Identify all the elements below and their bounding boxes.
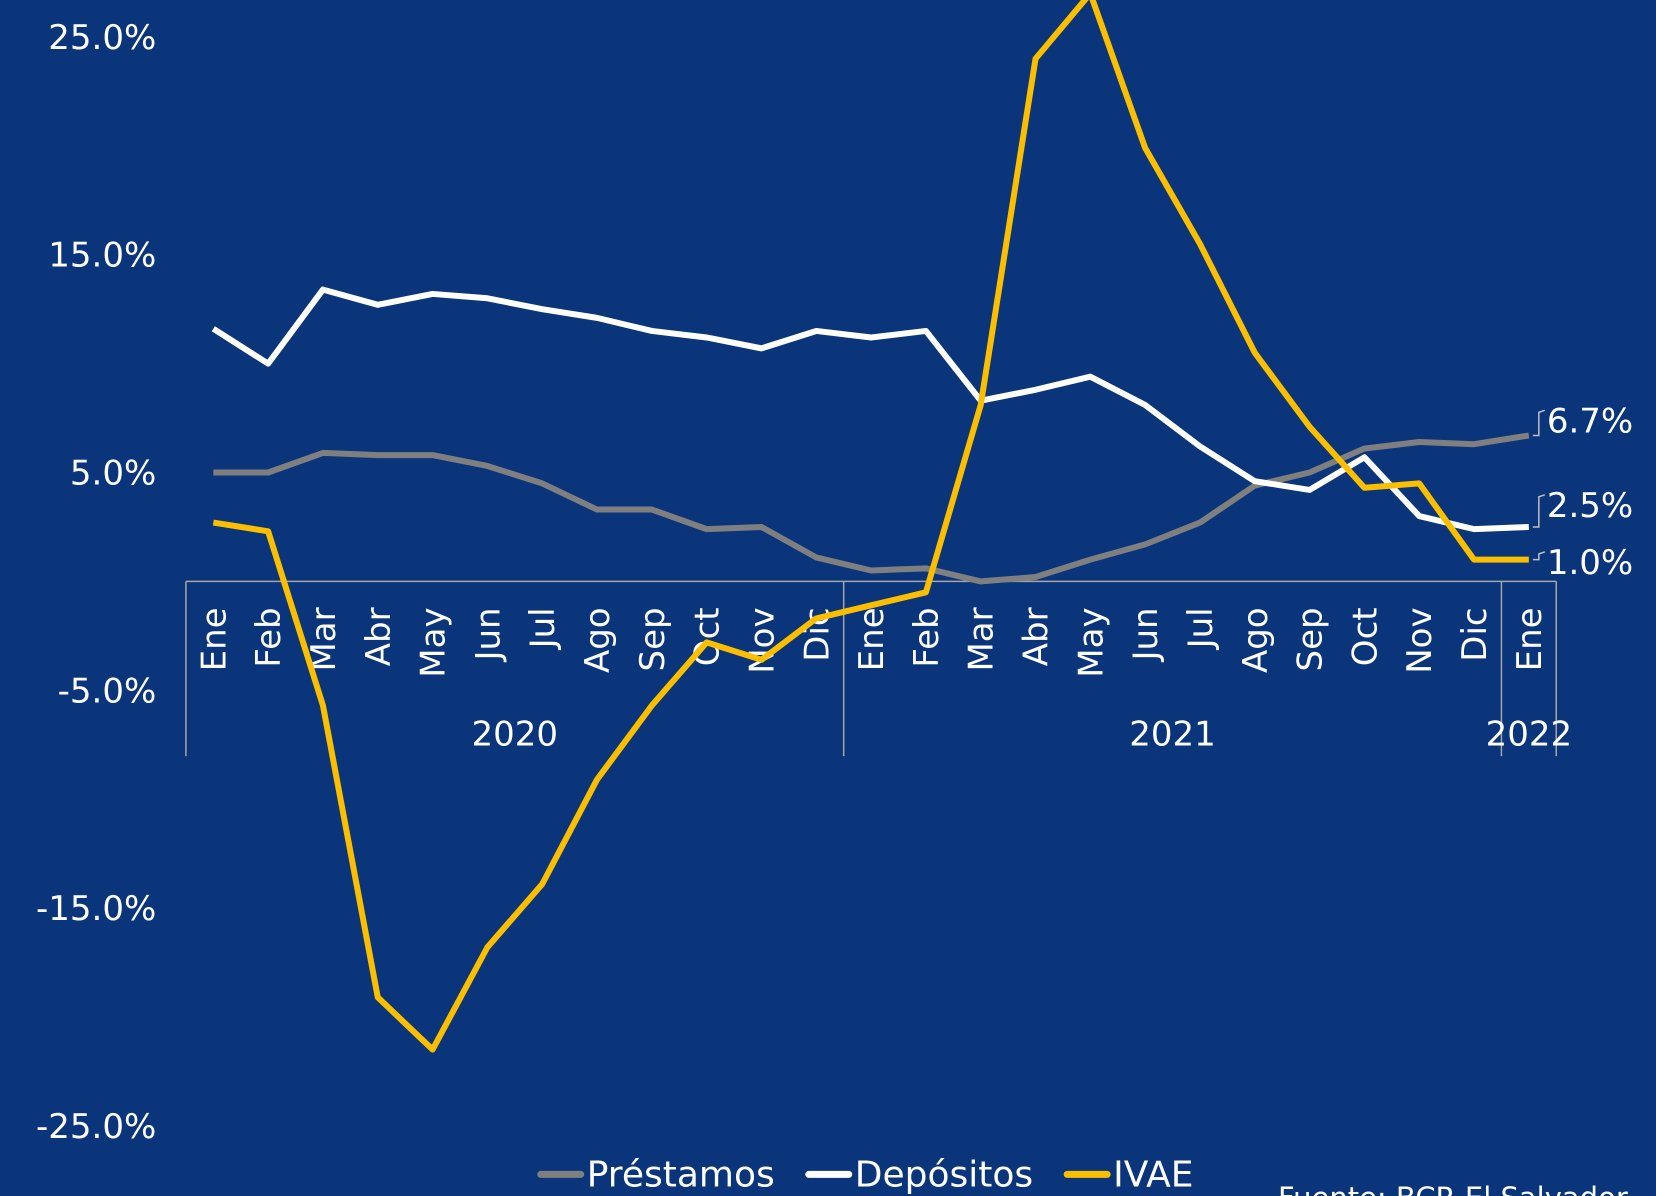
label-leader <box>1532 551 1546 561</box>
x-tick-label: Mar <box>962 607 1002 671</box>
x-tick-label: Feb <box>249 607 289 667</box>
x-tick-label: Feb <box>907 607 947 667</box>
x-tick-label: Sep <box>1291 607 1331 671</box>
x-tick-label: May <box>1071 607 1111 677</box>
end-label: 6.7% <box>1547 401 1633 441</box>
y-tick-label: 5.0% <box>70 454 156 494</box>
x-tick-label: Ene <box>1510 607 1550 671</box>
y-tick-label: 15.0% <box>48 236 156 276</box>
x-tick-label: Dic <box>1455 607 1495 661</box>
legend-label: Préstamos <box>587 1154 775 1195</box>
x-tick-label: Ago <box>578 607 618 673</box>
y-tick-label: 25.0% <box>48 18 156 58</box>
x-tick-label: Jun <box>468 607 508 662</box>
label-leader <box>1532 409 1546 437</box>
x-tick-label: Oct <box>1345 607 1385 666</box>
x-tick-label: Ago <box>1236 607 1276 673</box>
x-tick-label: Jun <box>1126 607 1166 662</box>
series-line <box>212 0 1529 1053</box>
x-tick-label: Nov <box>742 607 782 673</box>
legend-label: Depósitos <box>855 1154 1033 1195</box>
x-tick-label: Ene <box>194 607 234 671</box>
end-label: 1.0% <box>1547 543 1633 583</box>
x-tick-label: Sep <box>633 607 673 671</box>
x-tick-label: Ene <box>852 607 892 671</box>
y-tick-label: -15.0% <box>36 889 156 929</box>
legend-label: IVAE <box>1113 1154 1193 1195</box>
x-tick-label: Abr <box>1017 607 1057 666</box>
series-line <box>213 432 1530 585</box>
x-tick-label: May <box>414 607 454 677</box>
year-label: 2021 <box>1129 715 1216 755</box>
year-label: 2022 <box>1486 715 1573 755</box>
label-leader <box>1532 494 1546 528</box>
year-label: 2020 <box>472 715 559 755</box>
y-tick-label: -25.0% <box>36 1107 156 1147</box>
x-tick-label: Abr <box>359 607 399 666</box>
x-tick-label: Jul <box>1181 607 1221 650</box>
x-tick-label: Jul <box>523 607 563 650</box>
series-line <box>211 286 1529 533</box>
source: Fuente: BCR El Salvador <box>1278 1181 1628 1196</box>
x-tick-label: Nov <box>1400 607 1440 673</box>
end-label: 2.5% <box>1547 486 1633 526</box>
y-tick-label: -5.0% <box>58 671 157 711</box>
